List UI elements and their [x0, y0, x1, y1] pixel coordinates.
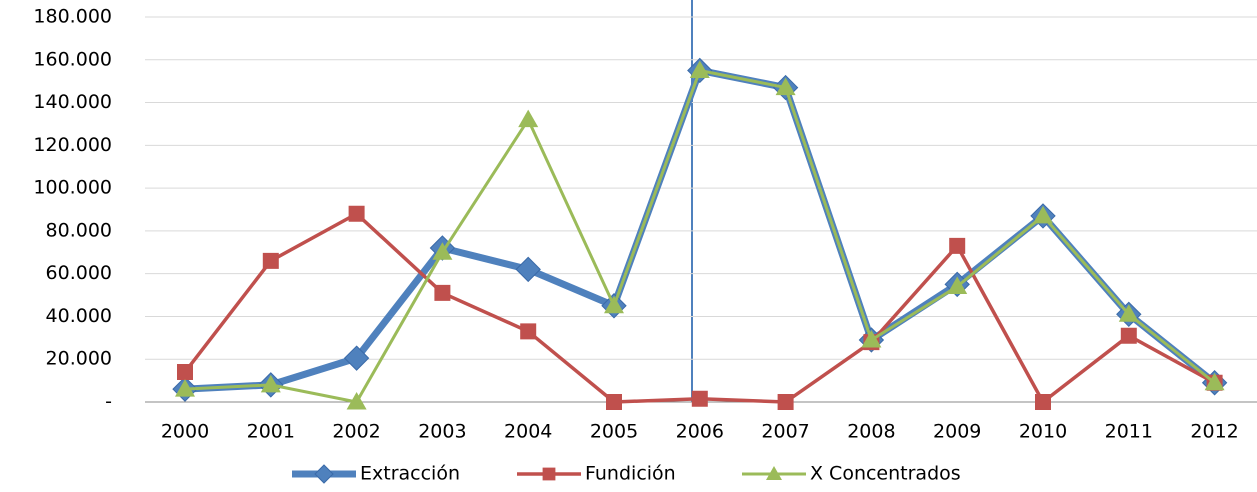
- y-tick-label: 20.000: [46, 348, 112, 370]
- data-point: [604, 295, 624, 314]
- x-tick-label: 2002: [332, 421, 380, 443]
- y-tick-label: 160.000: [33, 48, 112, 70]
- y-tick-label: 60.000: [46, 262, 112, 284]
- y-tick-label: 80.000: [46, 219, 112, 241]
- x-tick-label: 2012: [1190, 421, 1238, 443]
- data-point: [1033, 205, 1053, 224]
- data-point: [260, 374, 281, 393]
- legend-marker: [766, 466, 782, 480]
- legend-marker: [542, 467, 556, 481]
- y-tick-label: -: [105, 391, 112, 413]
- legend-marker: [314, 464, 334, 484]
- legend-label: Fundición: [585, 463, 676, 485]
- legend-label: Extracción: [360, 463, 460, 485]
- data-point: [515, 256, 541, 283]
- data-point: [777, 394, 794, 410]
- data-point: [1204, 372, 1225, 391]
- x-tick-label: 2004: [504, 421, 552, 443]
- data-point: [949, 237, 966, 254]
- data-point: [343, 345, 370, 371]
- x-tick-label: 2011: [1105, 421, 1153, 443]
- data-point: [775, 77, 796, 96]
- x-tick-label: 2006: [676, 421, 724, 443]
- y-tick-label: 180.000: [33, 6, 112, 28]
- series-line: [183, 212, 1216, 404]
- data-point: [518, 109, 539, 128]
- x-tick-label: 2000: [161, 421, 209, 443]
- x-tick-label: 2008: [847, 421, 895, 443]
- series-line: [184, 68, 1216, 404]
- x-tick-label: 2003: [418, 421, 466, 443]
- data-point: [1118, 304, 1139, 322]
- y-tick-label: 140.000: [33, 91, 112, 113]
- legend-label: X Concentrados: [810, 463, 961, 485]
- x-tick-label: 2001: [247, 421, 295, 443]
- data-point: [606, 394, 622, 410]
- data-point: [520, 323, 537, 340]
- x-tick-label: 2009: [933, 421, 981, 443]
- data-point: [262, 252, 279, 269]
- x-tick-label: 2007: [761, 421, 809, 443]
- data-point: [1035, 394, 1051, 410]
- data-point: [947, 276, 968, 294]
- x-tick-label: 2005: [590, 421, 638, 443]
- data-point: [177, 364, 193, 381]
- data-point: [348, 205, 365, 222]
- data-point: [1120, 327, 1137, 344]
- y-tick-label: 120.000: [33, 134, 112, 156]
- data-point: [691, 390, 708, 407]
- y-tick-label: 40.000: [46, 305, 112, 327]
- data-point: [432, 242, 453, 260]
- data-point: [861, 329, 882, 348]
- series-line: [184, 66, 1217, 393]
- y-tick-label: 100.000: [33, 177, 112, 199]
- x-tick-label: 2010: [1019, 421, 1067, 443]
- data-point: [434, 284, 451, 301]
- data-point: [175, 379, 195, 397]
- data-point: [346, 392, 367, 410]
- data-point: [689, 60, 710, 78]
